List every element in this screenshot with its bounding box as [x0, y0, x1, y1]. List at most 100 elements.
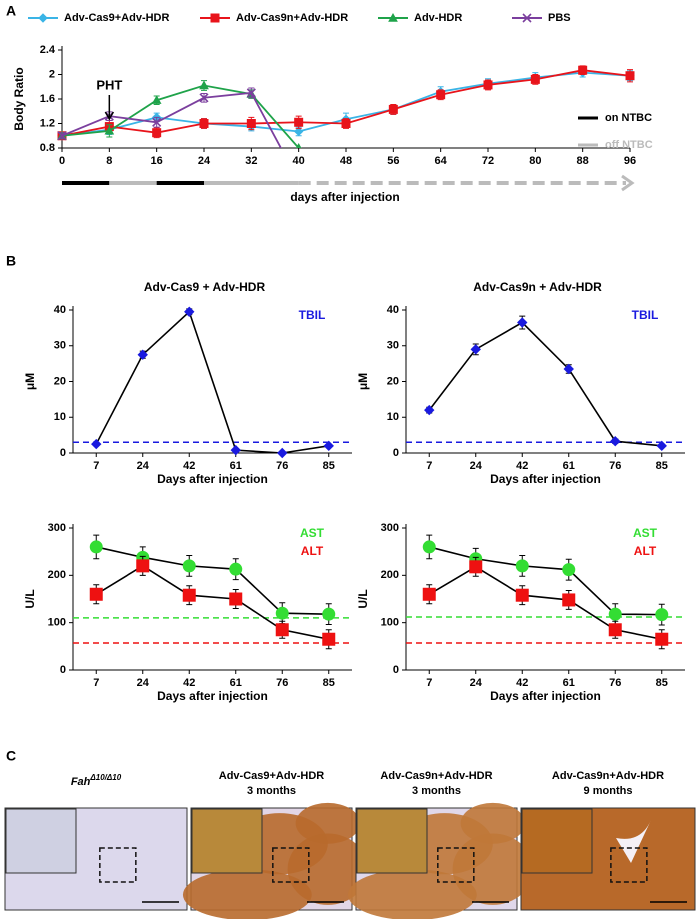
- x-tick-label: 85: [323, 460, 335, 472]
- inset: [5, 808, 77, 874]
- marker: [91, 438, 102, 450]
- marker: [246, 119, 256, 128]
- marker: [137, 349, 148, 360]
- y-tick-label: 100: [381, 617, 399, 629]
- marker: [608, 607, 622, 621]
- x-tick-label: 88: [577, 155, 589, 167]
- y-tick-label: 20: [387, 375, 399, 387]
- marker: [422, 587, 436, 601]
- y-tick-label: 40: [387, 304, 399, 316]
- x-tick-label: 42: [516, 677, 528, 689]
- x-tick-label: 32: [245, 155, 257, 167]
- y-axis-label: μM: [356, 373, 370, 390]
- marker: [275, 606, 289, 620]
- y-tick-label: 40: [54, 304, 66, 316]
- y-tick-label: 100: [48, 617, 66, 629]
- x-tick-label: 42: [183, 460, 195, 472]
- zoom-box: [437, 847, 475, 883]
- series-line: [428, 565, 662, 641]
- series-line: [61, 84, 300, 148]
- x-tick-label: 56: [387, 155, 399, 167]
- x-tick-label: 85: [656, 460, 668, 472]
- marker: [388, 12, 398, 22]
- marker: [230, 444, 241, 456]
- x-axis-label: Days after injection: [157, 689, 268, 703]
- y-tick-label: 20: [54, 375, 66, 387]
- x-tick-label: 7: [93, 677, 99, 689]
- marker: [293, 126, 304, 137]
- legend-label: Adv-Cas9+Adv-HDR: [64, 12, 169, 24]
- marker: [246, 88, 256, 98]
- marker: [229, 562, 243, 576]
- plot-area: [57, 65, 635, 148]
- x-tick-label: 24: [470, 460, 483, 472]
- y-tick-label: 0: [393, 447, 399, 459]
- y-tick-label: 0: [60, 664, 66, 676]
- marker: [199, 80, 209, 90]
- x-tick-label: 76: [276, 460, 288, 472]
- marker: [625, 71, 635, 81]
- marker: [656, 440, 667, 452]
- series-label: ALT: [301, 544, 324, 558]
- marker: [341, 119, 351, 128]
- x-tick-label: 61: [563, 677, 575, 689]
- y-tick-label: 1.6: [40, 93, 55, 105]
- marker: [424, 404, 435, 416]
- marker: [104, 125, 115, 135]
- marker: [152, 128, 162, 138]
- y-tick-label: 30: [54, 340, 66, 352]
- marker: [436, 90, 446, 100]
- inset: [521, 808, 593, 874]
- legend-label: Adv-Cas9n+Adv-HDR: [236, 12, 348, 24]
- stain-patch: [295, 802, 361, 844]
- x-tick-label: 72: [482, 155, 494, 167]
- marker: [515, 588, 529, 602]
- marker: [277, 447, 288, 459]
- x-axis-label: Days after injection: [490, 689, 601, 703]
- series-line: [429, 546, 662, 616]
- y-tick-label: 300: [381, 522, 399, 534]
- y-tick-label: 2: [49, 68, 55, 80]
- marker: [152, 117, 162, 127]
- y-axis-label: U/L: [356, 589, 370, 608]
- x-tick-label: 0: [59, 155, 65, 167]
- x-tick-label: 42: [183, 677, 195, 689]
- x-tick-label: 96: [624, 155, 636, 167]
- y-axis-label: U/L: [23, 589, 37, 608]
- series-label: TBIL: [299, 308, 326, 322]
- image-label: Adv-Cas9n+Adv-HDR: [552, 770, 664, 782]
- series-line: [61, 91, 282, 148]
- y-tick-label: 1.2: [40, 117, 55, 129]
- marker: [38, 13, 48, 23]
- marker: [562, 563, 576, 577]
- y-tick-label: 300: [48, 522, 66, 534]
- marker: [322, 632, 336, 646]
- marker: [388, 104, 398, 114]
- marker: [295, 142, 302, 148]
- image-sublabel: 3 months: [247, 785, 296, 797]
- series-label: AST: [300, 526, 325, 540]
- x-tick-label: 8: [106, 155, 112, 167]
- marker: [210, 13, 220, 23]
- series-label: ALT: [634, 544, 657, 558]
- y-tick-label: 2.4: [40, 44, 56, 56]
- x-tick-label: 7: [426, 677, 432, 689]
- x-tick-label: 76: [276, 677, 288, 689]
- x-tick-label: 85: [323, 677, 335, 689]
- marker: [578, 65, 588, 75]
- marker: [89, 540, 103, 554]
- x-axis-label: days after injection: [290, 190, 399, 204]
- x-tick-label: 76: [609, 460, 621, 472]
- x-tick-label: 40: [293, 155, 305, 167]
- panel-label: A: [6, 3, 16, 19]
- x-tick-label: 24: [470, 677, 483, 689]
- marker: [515, 559, 529, 573]
- marker: [199, 93, 209, 103]
- y-tick-label: 10: [387, 411, 399, 423]
- x-tick-label: 48: [340, 155, 352, 167]
- marker: [517, 317, 528, 328]
- y-tick-label: 0: [60, 447, 66, 459]
- marker: [610, 435, 621, 447]
- marker: [151, 95, 162, 104]
- x-axis-label: Days after injection: [157, 472, 268, 486]
